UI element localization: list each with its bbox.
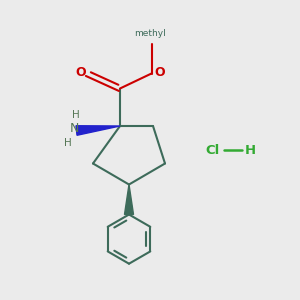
Text: Cl: Cl xyxy=(206,143,220,157)
Text: O: O xyxy=(75,65,86,79)
Polygon shape xyxy=(76,126,120,135)
Text: H: H xyxy=(245,143,256,157)
Text: H: H xyxy=(64,138,71,148)
Text: O: O xyxy=(154,66,165,80)
Text: methyl: methyl xyxy=(134,28,166,38)
Text: H: H xyxy=(72,110,80,120)
Polygon shape xyxy=(124,184,134,214)
Text: N: N xyxy=(70,122,79,135)
